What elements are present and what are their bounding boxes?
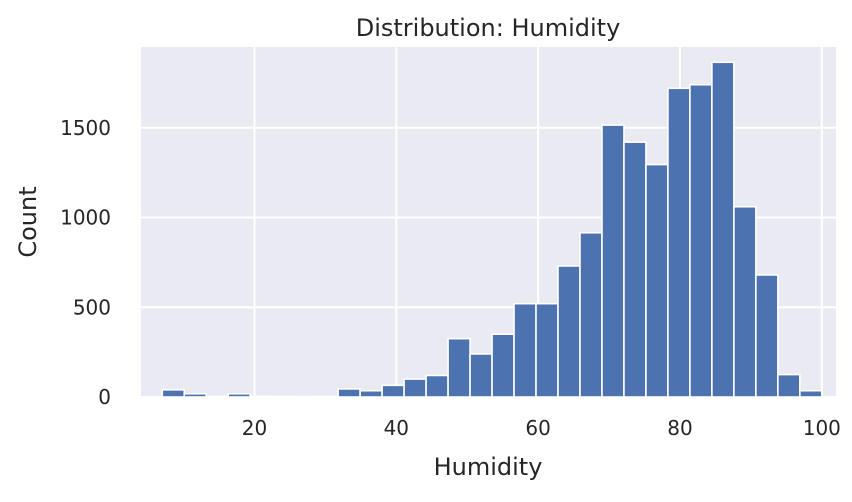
y-tick-label: 0	[98, 385, 111, 409]
histogram-bar	[338, 389, 360, 397]
histogram-bar	[690, 85, 712, 397]
histogram-bar	[558, 266, 580, 397]
x-tick-label: 60	[525, 416, 550, 440]
histogram-bar	[514, 304, 536, 397]
histogram-bar	[316, 396, 338, 397]
histogram-bar	[800, 391, 822, 397]
histogram-bar	[778, 375, 800, 397]
x-tick-label: 100	[803, 416, 841, 440]
histogram-bar	[184, 394, 206, 397]
histogram-bar	[250, 396, 272, 397]
histogram-bar	[602, 125, 624, 397]
x-axis-label: Humidity	[434, 453, 543, 481]
histogram-bar	[382, 385, 404, 397]
histogram-bar	[624, 142, 646, 397]
histogram-bar	[162, 390, 184, 397]
y-tick-label: 1500	[60, 116, 111, 140]
histogram-bar	[360, 391, 382, 397]
histogram-bar	[712, 62, 734, 397]
x-tick-label: 40	[384, 416, 409, 440]
histogram-bar	[448, 339, 470, 397]
histogram-bar	[492, 334, 514, 397]
histogram-bar	[426, 375, 448, 397]
histogram-bar	[734, 207, 756, 397]
histogram-bar	[646, 165, 668, 397]
y-axis-label: Count	[14, 186, 42, 257]
histogram-bar	[668, 88, 690, 397]
histogram-bar	[580, 233, 602, 397]
histogram-bar	[404, 379, 426, 397]
histogram-bar	[272, 396, 294, 397]
x-tick-label: 20	[242, 416, 267, 440]
y-tick-label: 500	[73, 295, 111, 319]
histogram-bar	[470, 354, 492, 397]
x-axis-ticks: 20 40 60 80 100	[242, 416, 841, 440]
histogram-bar	[536, 304, 558, 397]
histogram-bar	[206, 396, 228, 397]
x-tick-label: 80	[667, 416, 692, 440]
histogram-bar	[228, 394, 250, 397]
y-axis-ticks: 0 500 1000 1500	[60, 116, 111, 409]
y-tick-label: 1000	[60, 206, 111, 230]
chart-title: Distribution: Humidity	[356, 14, 621, 42]
histogram-bar	[756, 275, 778, 397]
